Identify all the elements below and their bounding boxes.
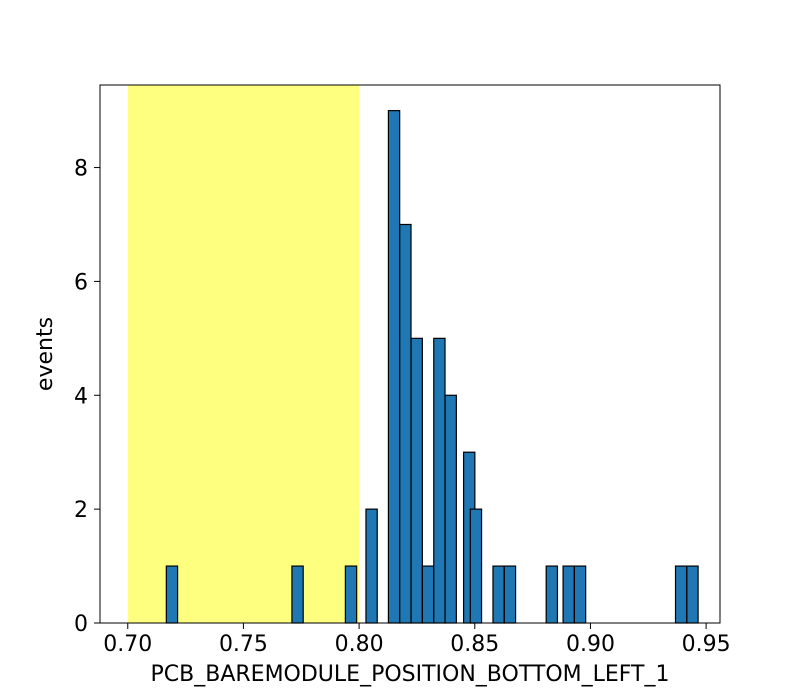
histogram-bar <box>291 565 304 624</box>
histogram-bar <box>421 565 435 624</box>
histogram-bar <box>573 565 587 624</box>
x-tick-label: 0.95 <box>682 632 731 657</box>
histogram-bar <box>365 508 378 624</box>
histogram-bar <box>469 508 483 624</box>
histogram-bar <box>444 394 457 624</box>
histogram-bar <box>399 223 412 624</box>
histogram-bar <box>165 565 179 624</box>
y-tick-label: 0 <box>74 612 88 637</box>
x-axis-label: PCB_BAREMODULE_POSITION_BOTTOM_LEFT_1 <box>151 662 670 687</box>
histogram-bar <box>674 565 688 624</box>
y-tick-label: 4 <box>74 384 88 409</box>
highlight-region <box>127 85 360 623</box>
y-tick-label: 6 <box>74 270 88 295</box>
histogram-bar <box>545 565 559 624</box>
histogram-bar <box>344 565 358 624</box>
histogram-bar <box>686 565 699 624</box>
y-tick-label: 2 <box>74 498 88 523</box>
histogram-bar <box>562 565 575 624</box>
x-tick-label: 0.85 <box>450 632 499 657</box>
y-tick-label: 8 <box>74 157 88 182</box>
x-tick-label: 0.75 <box>219 632 268 657</box>
x-tick-label: 0.80 <box>335 632 384 657</box>
y-axis-label: events <box>33 317 58 391</box>
plot-frame <box>99 84 721 624</box>
histogram-bar <box>503 565 517 624</box>
histogram-bar <box>492 565 505 624</box>
x-tick-label: 0.90 <box>566 632 615 657</box>
x-tick-label: 0.70 <box>103 632 152 657</box>
histogram-bar <box>433 337 446 624</box>
histogram-bar <box>410 337 423 624</box>
histogram-bar <box>387 110 401 624</box>
